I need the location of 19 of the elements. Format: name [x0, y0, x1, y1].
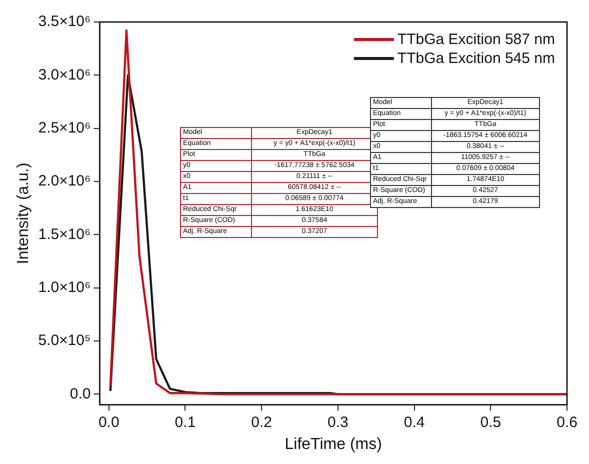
y-tick-label: 3.5×10⁶ [38, 13, 91, 30]
x-tick-label: 0.5 [480, 414, 502, 431]
legend-label: TTbGa Excition 545 nm [397, 49, 555, 68]
y-tick-label: 1.0×10⁶ [38, 278, 91, 296]
y-tick-label: 2.5×10⁶ [38, 119, 91, 136]
y-tick-label: 3.0×10⁶ [38, 66, 91, 84]
legend-label: TTbGa Excition 587 nm [397, 30, 555, 49]
y-tick-label: 1.5×10⁶ [38, 226, 91, 243]
x-tick-label: 0.2 [251, 414, 272, 431]
x-tick-label: 0.6 [556, 414, 578, 431]
x-tick-label: 0.0 [98, 414, 120, 431]
x-tick-label: 0.3 [328, 414, 348, 431]
x-tick-label: 0.4 [404, 414, 425, 431]
y-tick-label: 5.0×10⁵ [38, 332, 91, 350]
y-tick-label: 2.0×10⁶ [38, 172, 91, 190]
y-tick-label: 0.0 [70, 385, 91, 402]
x-tick-label: 0.1 [174, 414, 196, 431]
x-axis-title: LifeTime (ms) [284, 436, 382, 453]
y-axis-title: Intensity (a.u.) [15, 162, 32, 264]
